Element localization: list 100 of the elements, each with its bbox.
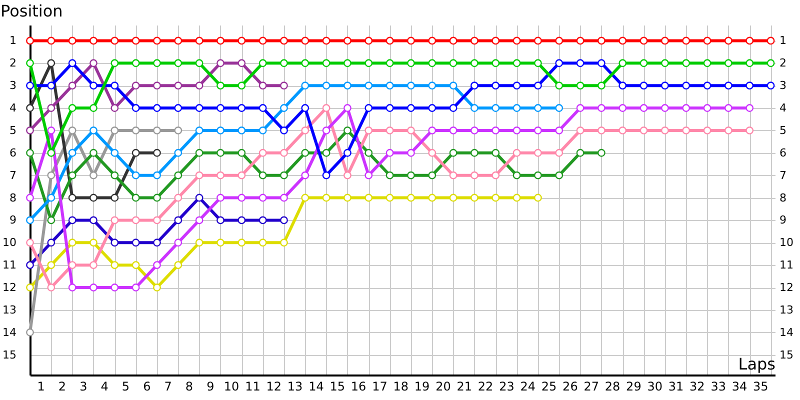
point [26,126,34,134]
point [280,126,288,134]
y-tick-label: 15 [2,348,16,362]
x-tick-label: 22 [478,380,494,394]
point [216,238,224,247]
point [534,59,542,68]
point [47,261,56,270]
point [386,148,394,157]
point [195,148,204,157]
point [26,238,34,247]
point [68,171,76,180]
y-tick-label: 8 [10,191,16,204]
point [153,194,161,202]
x-tick-label: 29 [626,380,642,394]
point [258,194,267,202]
point [449,194,458,202]
point [301,194,310,202]
point [576,126,584,134]
point [258,148,267,157]
point [280,36,288,45]
point [344,126,352,134]
x-tick-label: 27 [584,380,600,394]
x-tick-label: 10 [224,380,240,394]
point [555,36,564,45]
point [449,126,458,134]
point [26,59,34,68]
point [618,126,627,134]
point [407,194,415,202]
x-tick-label: 14 [308,380,324,394]
point [724,104,732,112]
point [449,171,458,180]
x-tick-label: 2 [58,380,66,394]
point [153,104,161,112]
y2-tick-label: 3 [780,79,786,92]
point [660,82,669,90]
point [364,171,373,180]
point [301,148,310,157]
point [238,216,246,224]
point [470,59,478,68]
point [660,126,669,134]
x-axis-title: Laps [738,354,776,374]
point [238,36,246,45]
point [682,36,690,45]
point [534,171,542,180]
y2-tick-label: 2 [780,56,786,70]
point [407,82,415,90]
point [724,126,732,134]
point [153,126,161,134]
point [216,36,224,45]
point [90,284,98,292]
point [660,104,669,112]
point [597,148,606,157]
point [216,148,224,157]
x-tick-label: 19 [414,380,430,394]
point [470,148,478,157]
point [407,104,415,112]
point [26,104,34,112]
y-tick-label: 11 [2,258,16,272]
point [238,126,246,134]
point [216,126,224,134]
point [618,104,627,112]
point [364,104,373,112]
y-tick-label: 3 [10,79,16,92]
point [68,261,76,270]
point [110,284,119,292]
point [174,148,182,157]
point [492,104,500,112]
point [766,82,775,90]
point [301,59,310,68]
point [322,171,330,180]
point [153,238,161,247]
point [238,194,246,202]
x-tick-label: 23 [499,380,514,394]
point [746,82,754,90]
y2-tick-label: 10 [780,236,794,250]
x-tick-label: 1 [37,380,45,394]
point [386,194,394,202]
point [47,284,56,292]
x-tick-label: 33 [710,380,726,394]
point [344,104,352,112]
point [132,104,140,112]
point [322,59,330,68]
y-tick-label: 14 [2,326,16,339]
point [364,59,373,68]
point [428,148,436,157]
point [449,104,458,112]
point [132,171,140,180]
point [364,36,373,45]
point [618,59,627,68]
point [746,126,754,134]
point [576,104,584,112]
point [280,148,288,157]
point [26,328,34,336]
point [364,82,373,90]
point [344,194,352,202]
point [153,216,161,224]
point [766,59,775,68]
y2-tick-label: 5 [780,124,786,137]
point [132,82,140,90]
y-tick-label: 4 [10,102,16,115]
